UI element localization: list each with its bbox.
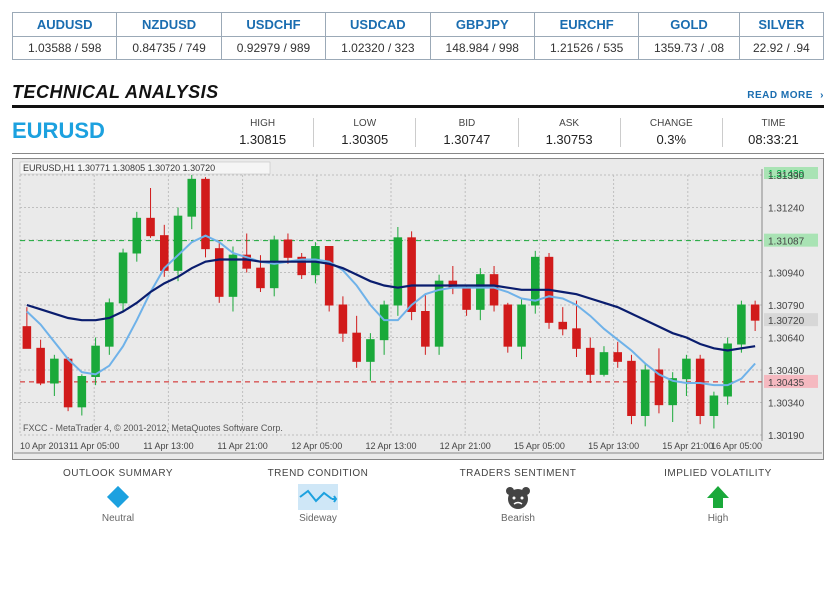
svg-text:11 Apr 05:00: 11 Apr 05:00	[69, 441, 119, 451]
svg-text:12 Apr 05:00: 12 Apr 05:00	[291, 441, 342, 451]
svg-text:11 Apr 21:00: 11 Apr 21:00	[217, 441, 267, 451]
pair-value: 22.92 / .94	[739, 37, 823, 60]
quote-col-value: 1.30815	[212, 132, 313, 147]
pair-value: 1.02320 / 323	[326, 37, 430, 60]
pair-header-gold[interactable]: GOLD	[639, 13, 739, 37]
pair-header-gbpjpy[interactable]: GBPJPY	[430, 13, 534, 37]
pair-header-usdcad[interactable]: USDCAD	[326, 13, 430, 37]
quote-row: EURUSD HIGH 1.30815LOW 1.30305BID 1.30747AS…	[12, 118, 824, 154]
sideway-icon	[238, 483, 398, 511]
indicator-bearish: TRADERS SENTIMENT Bearish	[438, 468, 598, 524]
svg-text:1.31240: 1.31240	[768, 204, 805, 215]
svg-text:EURUSD,H1 1.30771 1.30805 1.: EURUSD,H1 1.30771 1.30805 1.30720 1.3072…	[23, 163, 215, 173]
svg-text:1.30790: 1.30790	[768, 301, 805, 312]
svg-text:1.30340: 1.30340	[768, 399, 805, 410]
quote-symbol: EURUSD	[12, 118, 212, 147]
quote-col-change: CHANGE 0.3%	[620, 118, 722, 147]
svg-text:1.30720: 1.30720	[768, 316, 805, 327]
indicator-title: OUTLOOK SUMMARY	[38, 468, 198, 479]
indicator-high: IMPLIED VOLATILITY High	[638, 468, 798, 524]
chart-area: 1.314391.313901.312401.310871.309401.307…	[12, 158, 824, 460]
indicators-row: OUTLOOK SUMMARY Neutral TREND CONDITION Sid…	[12, 468, 824, 524]
quote-col-value: 08:33:21	[723, 132, 824, 147]
svg-text:11 Apr 13:00: 11 Apr 13:00	[143, 441, 193, 451]
pair-value: 1359.73 / .08	[639, 37, 739, 60]
pair-value: 1.21526 / 535	[534, 37, 638, 60]
quote-col-bid: BID 1.30747	[415, 118, 517, 147]
svg-text:16 Apr 05:00: 16 Apr 05:00	[711, 441, 762, 451]
svg-text:12 Apr 13:00: 12 Apr 13:00	[365, 441, 416, 451]
svg-text:1.31087: 1.31087	[768, 237, 805, 248]
pair-value: 0.92979 / 989	[221, 37, 325, 60]
quote-col-label: CHANGE	[621, 118, 722, 129]
bear-icon	[438, 483, 598, 511]
quote-col-label: BID	[416, 118, 517, 129]
pair-header-usdchf[interactable]: USDCHF	[221, 13, 325, 37]
quote-col-label: ASK	[519, 118, 620, 129]
quote-col-label: HIGH	[212, 118, 313, 129]
up-arrow-icon	[638, 483, 798, 511]
quote-col-value: 0.3%	[621, 132, 722, 147]
read-more-link[interactable]: READ MORE ›	[747, 90, 824, 101]
indicator-label: High	[638, 513, 798, 524]
indicator-title: TRADERS SENTIMENT	[438, 468, 598, 479]
svg-text:15 Apr 13:00: 15 Apr 13:00	[588, 441, 639, 451]
pairs-table: AUDUSDNZDUSDUSDCHFUSDCADGBPJPYEURCHFGOLD…	[12, 12, 824, 60]
quote-col-low: LOW 1.30305	[313, 118, 415, 147]
indicator-title: IMPLIED VOLATILITY	[638, 468, 798, 479]
svg-text:1.30190: 1.30190	[768, 431, 805, 442]
svg-text:15 Apr 21:00: 15 Apr 21:00	[662, 441, 713, 451]
quote-col-high: HIGH 1.30815	[212, 118, 313, 147]
quote-col-ask: ASK 1.30753	[518, 118, 620, 147]
quote-col-value: 1.30305	[314, 132, 415, 147]
indicator-label: Bearish	[438, 513, 598, 524]
svg-text:1.31390: 1.31390	[768, 171, 805, 182]
quote-col-value: 1.30747	[416, 132, 517, 147]
pair-header-silver[interactable]: SILVER	[739, 13, 823, 37]
pair-value: 148.984 / 998	[430, 37, 534, 60]
chevron-right-icon: ›	[820, 90, 824, 101]
quote-col-time: TIME 08:33:21	[722, 118, 824, 147]
pair-value: 0.84735 / 749	[117, 37, 221, 60]
candlestick-chart: 1.314391.313901.312401.310871.309401.307…	[13, 159, 823, 459]
section-header: TECHNICAL ANALYSIS READ MORE ›	[12, 82, 824, 108]
diamond-icon	[38, 483, 198, 511]
indicator-sideway: TREND CONDITION Sideway	[238, 468, 398, 524]
quote-col-value: 1.30753	[519, 132, 620, 147]
quote-col-label: TIME	[723, 118, 824, 129]
pair-value: 1.03588 / 598	[13, 37, 117, 60]
svg-text:10 Apr 2013: 10 Apr 2013	[20, 441, 69, 451]
indicator-neutral: OUTLOOK SUMMARY Neutral	[38, 468, 198, 524]
read-more-label: READ MORE	[747, 90, 813, 101]
svg-text:12 Apr 21:00: 12 Apr 21:00	[440, 441, 491, 451]
quote-col-label: LOW	[314, 118, 415, 129]
indicator-title: TREND CONDITION	[238, 468, 398, 479]
pair-header-nzdusd[interactable]: NZDUSD	[117, 13, 221, 37]
svg-text:1.30640: 1.30640	[768, 334, 805, 345]
pair-header-audusd[interactable]: AUDUSD	[13, 13, 117, 37]
svg-text:15 Apr 05:00: 15 Apr 05:00	[514, 441, 565, 451]
svg-text:FXCC - MetaTrader 4, © 2001-20: FXCC - MetaTrader 4, © 2001-2012, MetaQu…	[23, 423, 283, 433]
svg-text:1.30940: 1.30940	[768, 269, 805, 280]
indicator-label: Neutral	[38, 513, 198, 524]
pair-header-eurchf[interactable]: EURCHF	[534, 13, 638, 37]
indicator-label: Sideway	[238, 513, 398, 524]
section-title: TECHNICAL ANALYSIS	[12, 82, 219, 103]
svg-text:1.30435: 1.30435	[768, 378, 805, 389]
